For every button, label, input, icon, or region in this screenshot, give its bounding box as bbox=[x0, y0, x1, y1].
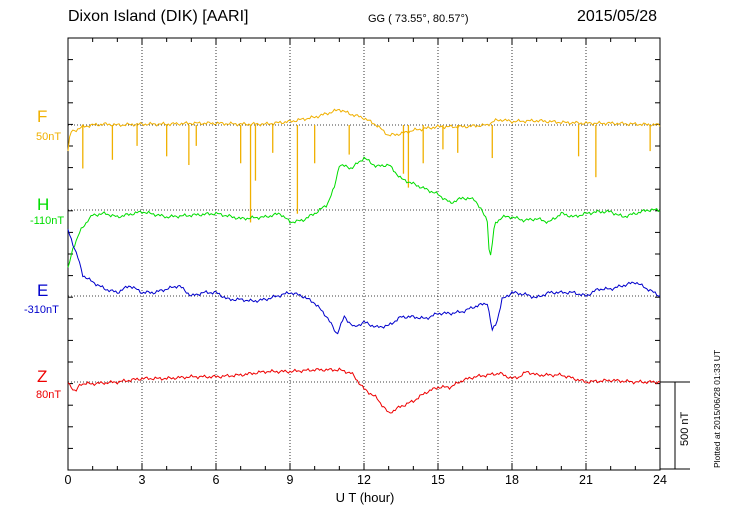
x-tick-label: 24 bbox=[653, 473, 667, 487]
series-baseline-z: 80nT bbox=[36, 389, 62, 401]
x-tick-label: 0 bbox=[64, 473, 72, 487]
series-line-z bbox=[67, 367, 661, 414]
x-tick-label: 3 bbox=[138, 473, 146, 487]
x-tick-label: 12 bbox=[357, 473, 371, 487]
series-line-f bbox=[67, 108, 661, 152]
series-baseline-e: -310nT bbox=[24, 304, 59, 316]
x-tick-label: 21 bbox=[579, 473, 593, 487]
x-tick-label: 9 bbox=[286, 473, 294, 487]
series-label-e: E bbox=[37, 281, 49, 300]
x-tick-label: 18 bbox=[505, 473, 519, 487]
station-title: Dixon Island (DIK) [AARI] bbox=[68, 8, 249, 25]
series-baseline-f: 50nT bbox=[36, 131, 62, 143]
plotted-timestamp: Plotted at 2015/06/28 01:33 UT bbox=[712, 349, 722, 468]
x-tick-label: 6 bbox=[212, 473, 220, 487]
series-label-f: F bbox=[37, 107, 48, 126]
series-line-e bbox=[67, 229, 661, 335]
scale-bar-label: 500 nT bbox=[679, 411, 691, 446]
geo-coordinates: GG ( 73.55°, 80.57°) bbox=[368, 13, 469, 25]
series-label-z: Z bbox=[37, 367, 48, 386]
x-axis-label: U T (hour) bbox=[335, 490, 395, 505]
series-line-h bbox=[67, 156, 661, 268]
x-tick-label: 15 bbox=[431, 473, 445, 487]
series-label-h: H bbox=[37, 195, 50, 214]
series-baseline-h: -110nT bbox=[30, 215, 65, 227]
plot-date: 2015/05/28 bbox=[577, 8, 658, 25]
